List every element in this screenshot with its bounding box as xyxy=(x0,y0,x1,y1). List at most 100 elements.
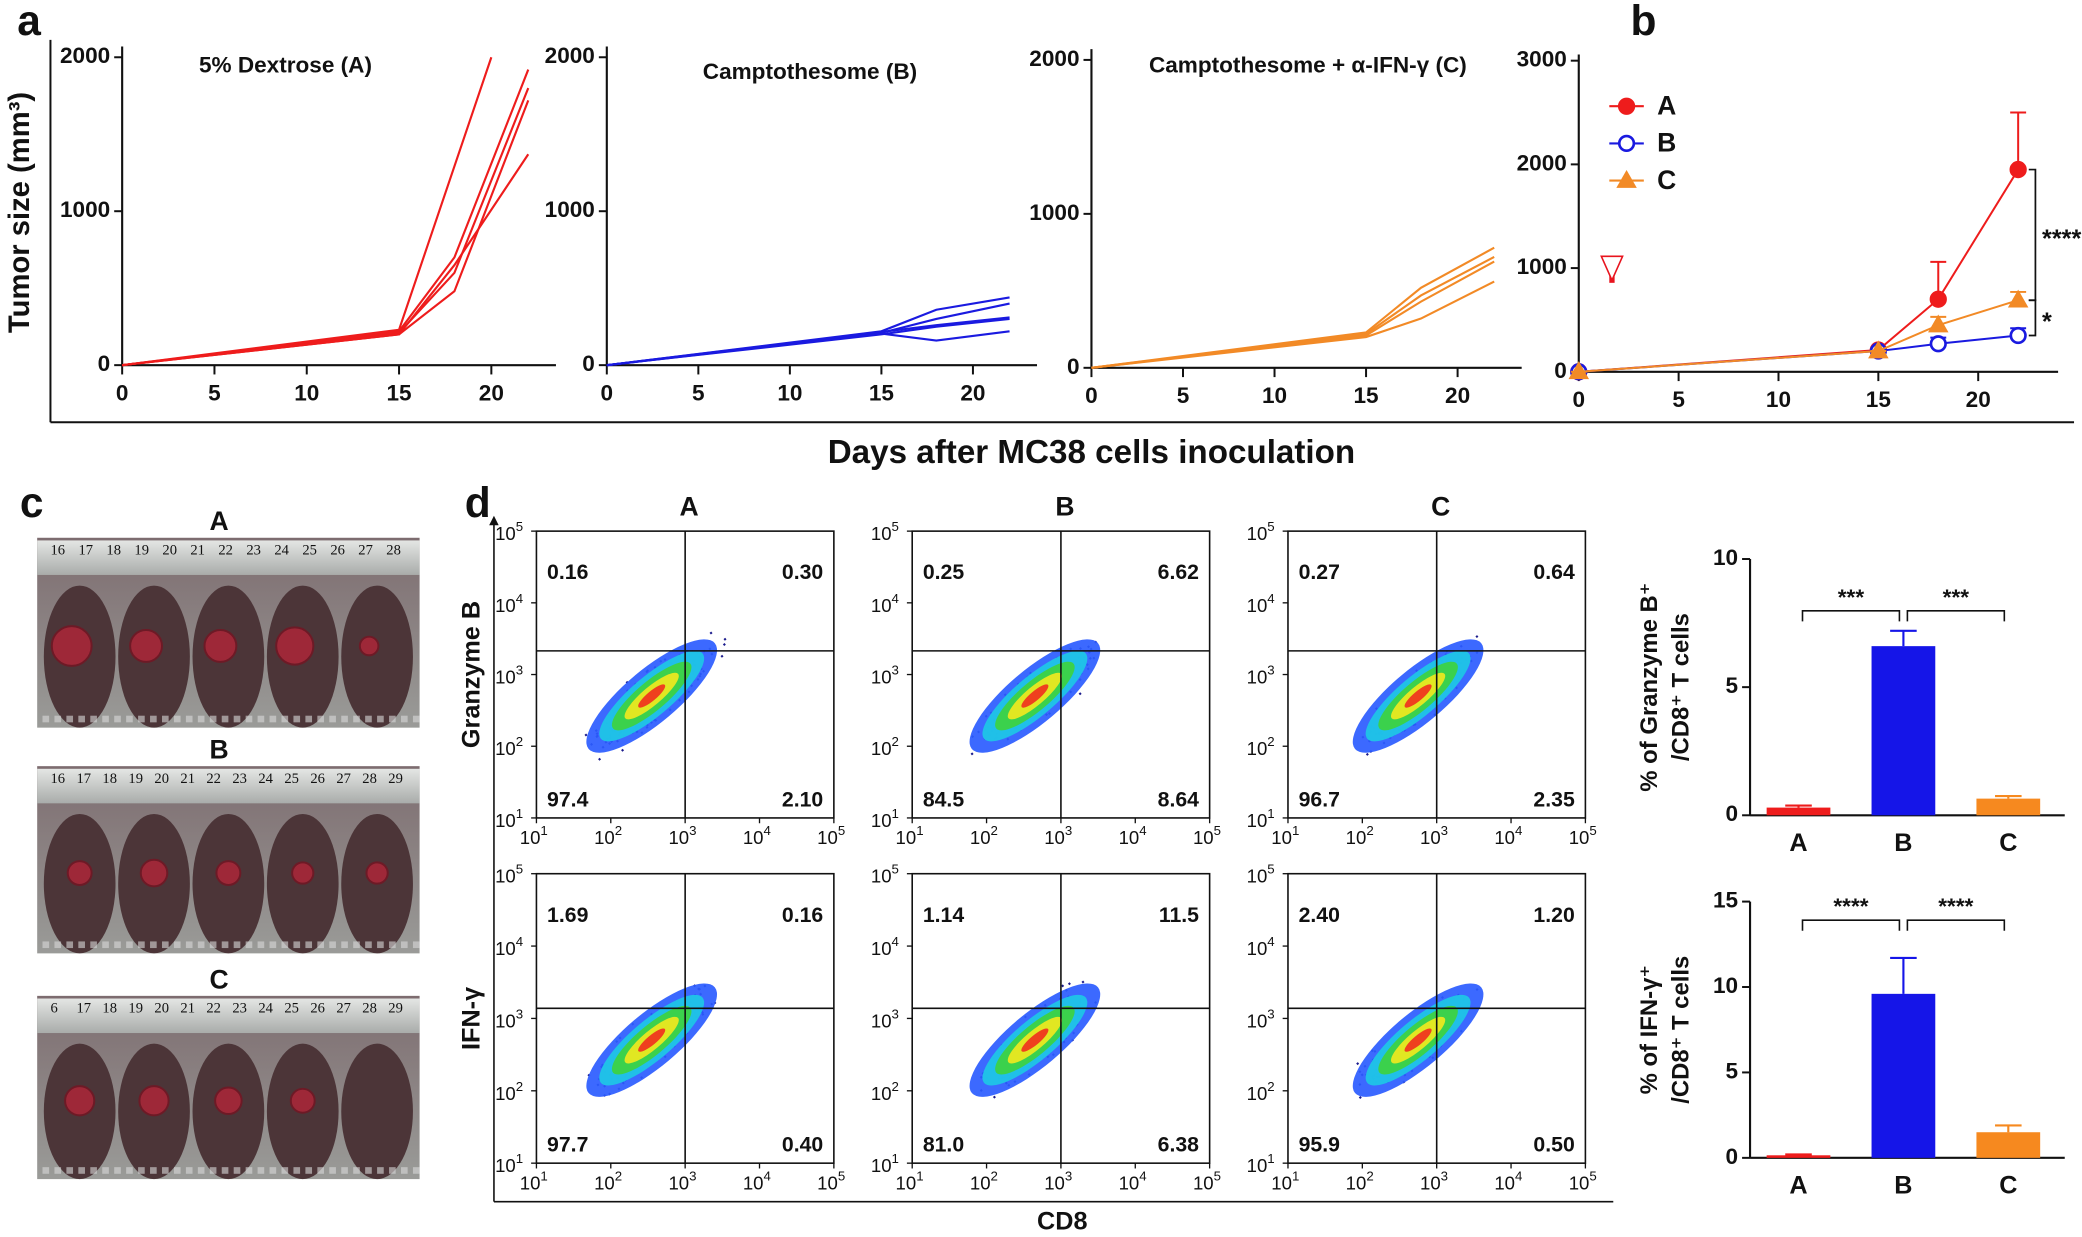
tumor xyxy=(139,858,169,888)
tick-base: 10 xyxy=(1247,1010,1268,1031)
ruler-number: 25 xyxy=(302,542,317,558)
ruler-number: 27 xyxy=(336,771,351,787)
tick-base: 10 xyxy=(1193,1172,1214,1193)
cage-grid xyxy=(281,941,289,949)
x-tick-label: 10 xyxy=(1262,383,1287,408)
ruler-number: 22 xyxy=(206,1000,221,1016)
event-dot xyxy=(1078,692,1082,696)
tick-base: 10 xyxy=(1247,1155,1268,1176)
flow-x-tick-label: 105 xyxy=(1569,823,1597,848)
cage-grid xyxy=(126,941,133,949)
cage-grid xyxy=(269,941,277,949)
cage-grid xyxy=(269,715,277,723)
y-tick-label: 5 xyxy=(1726,673,1739,698)
quadrant-value: 81.0 xyxy=(923,1133,964,1157)
quadrant-value: 6.62 xyxy=(1158,560,1199,584)
tick-exponent: 2 xyxy=(1366,823,1373,838)
legend-marker xyxy=(1617,97,1636,115)
tick-base: 10 xyxy=(1247,1083,1268,1104)
tick-base: 10 xyxy=(495,1083,516,1104)
cage-grid xyxy=(209,941,217,949)
legend-label: A xyxy=(1657,91,1676,121)
x-tick-label: 0 xyxy=(1085,383,1098,408)
ruler-number: 28 xyxy=(362,1000,377,1016)
cage-grid xyxy=(389,1167,396,1174)
density-cloud xyxy=(969,980,1101,1099)
x-axis-title: Days after MC38 cells inoculation xyxy=(828,434,1355,471)
tick-base: 10 xyxy=(1271,1172,1292,1193)
cage-grid xyxy=(317,715,324,723)
cage-grid xyxy=(329,941,336,949)
flow-x-tick-label: 105 xyxy=(1193,1168,1221,1193)
flow-y-tick-label: 103 xyxy=(871,1006,899,1031)
tick-exponent: 5 xyxy=(892,519,899,534)
quadrant-value: 2.10 xyxy=(782,787,823,811)
tick-base: 10 xyxy=(817,827,838,848)
tick-exponent: 3 xyxy=(1065,823,1072,838)
tick-base: 10 xyxy=(743,1172,764,1193)
tick-base: 10 xyxy=(871,666,892,687)
event-dot xyxy=(621,748,625,752)
cage-grid xyxy=(329,715,336,723)
tick-base: 10 xyxy=(1044,827,1065,848)
density-cloud xyxy=(584,631,727,761)
flow-y-tick-label: 105 xyxy=(495,861,523,886)
error-bar xyxy=(1890,629,1917,647)
significance-label: * xyxy=(2042,308,2052,336)
ruler-number: 25 xyxy=(284,771,299,787)
tick-base: 10 xyxy=(871,1083,892,1104)
quadrant-value: 8.64 xyxy=(1158,787,1200,811)
y-tick-label: 2000 xyxy=(60,43,110,68)
event-dot xyxy=(1081,980,1085,984)
tick-base: 10 xyxy=(495,523,516,544)
cage-grid xyxy=(197,715,205,723)
cage-grid xyxy=(102,941,109,949)
cage-grid xyxy=(90,1167,97,1174)
cage-grid xyxy=(161,1167,169,1174)
tick-exponent: 3 xyxy=(1065,1168,1072,1183)
quadrant-value: 1.69 xyxy=(547,903,589,927)
ruler-number: 18 xyxy=(106,542,121,558)
tick-exponent: 5 xyxy=(516,519,523,534)
ruler-number: 25 xyxy=(284,1000,299,1016)
event-dot xyxy=(992,1095,996,1099)
cage-grid xyxy=(305,941,313,949)
flow-x-tick-label: 102 xyxy=(594,1168,622,1193)
cage-grid xyxy=(341,941,348,949)
tick-exponent: 5 xyxy=(1589,1168,1596,1183)
tick-exponent: 2 xyxy=(892,1078,899,1093)
x-tick-label: 20 xyxy=(479,380,504,405)
tumor xyxy=(275,626,315,666)
x-tick-label: 5 xyxy=(692,380,705,405)
tick-exponent: 4 xyxy=(1267,590,1274,605)
tick-exponent: 1 xyxy=(892,1151,899,1166)
tick-exponent: 3 xyxy=(892,1006,899,1021)
cage-grid xyxy=(353,941,360,949)
flow-y-tick-label: 103 xyxy=(495,662,523,687)
cage-grid xyxy=(138,715,145,723)
tick-base: 10 xyxy=(871,1155,892,1176)
panel-label: c xyxy=(20,480,44,527)
treatment-arrow-head xyxy=(1600,255,1624,283)
y-tick-label: 0 xyxy=(1067,354,1080,379)
cage-grid xyxy=(42,941,50,949)
flow-y-tick-label: 105 xyxy=(495,519,523,544)
tumor xyxy=(358,635,380,657)
flow-x-tick-label: 103 xyxy=(668,823,696,848)
flow-x-tick-label: 105 xyxy=(1193,823,1221,848)
cage-grid xyxy=(412,1167,420,1174)
tick-exponent: 4 xyxy=(1139,823,1146,838)
marker xyxy=(1868,340,1889,359)
tick-base: 10 xyxy=(1494,827,1515,848)
ruler-number: 22 xyxy=(218,542,233,558)
tick-exponent: 3 xyxy=(1267,662,1274,677)
cage-grid xyxy=(54,715,62,723)
flow-y-tick-label: 102 xyxy=(871,1078,899,1103)
significance-label: *** xyxy=(1943,585,1970,610)
y-axis-title: % of IFN-γ⁺ xyxy=(1636,965,1663,1094)
tick-base: 10 xyxy=(1494,1172,1515,1193)
tick-exponent: 1 xyxy=(1267,1151,1274,1166)
tick-exponent: 3 xyxy=(892,662,899,677)
photo-label: B xyxy=(210,735,229,765)
panel-label: a xyxy=(17,0,41,45)
